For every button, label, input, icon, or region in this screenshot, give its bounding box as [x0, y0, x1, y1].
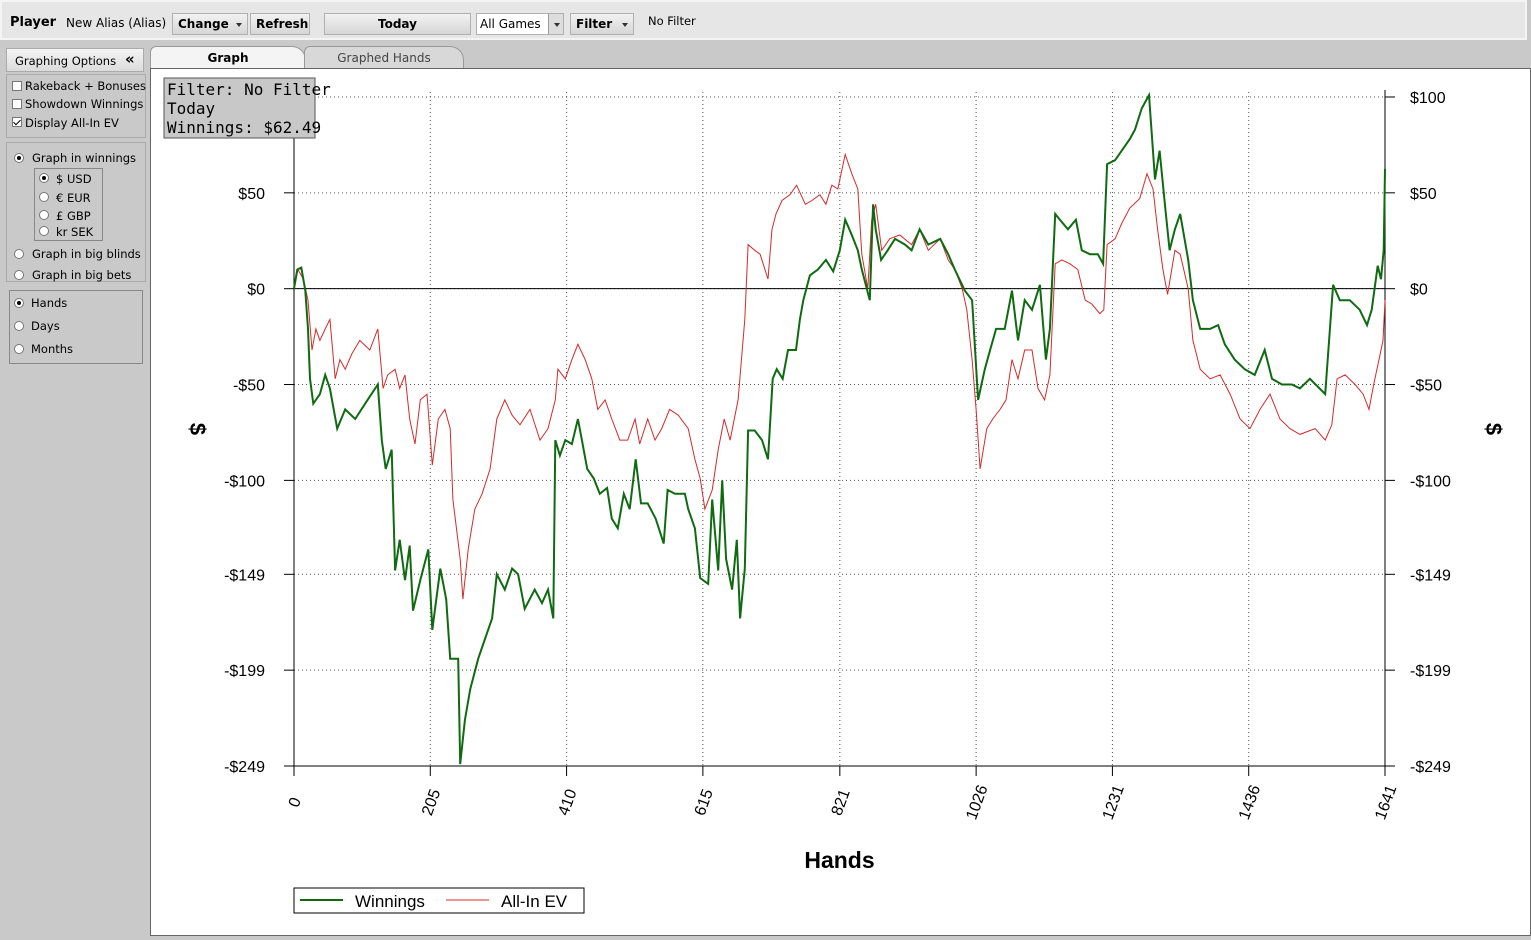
tab[interactable]: Graphed Hands [304, 46, 464, 68]
radio-label: Hands [31, 296, 68, 310]
y-tick-label: -$249 [224, 759, 265, 776]
x-tick-label: 205 [419, 787, 444, 818]
x-tick-label: 1436 [1236, 783, 1264, 822]
options-title: Graphing Options [15, 54, 117, 68]
radio[interactable] [39, 173, 49, 183]
y-tick-label: $50 [238, 186, 265, 203]
x-tick-label: 1641 [1372, 783, 1400, 822]
y2-tick-label: -$199 [1410, 663, 1451, 680]
y-tick-label: -$149 [224, 567, 265, 584]
radio-label: Graph in big bets [32, 268, 132, 282]
series-line [293, 152, 1386, 600]
legend-box [293, 887, 585, 914]
radio[interactable] [14, 344, 24, 354]
x-tick-label: 410 [555, 787, 580, 818]
y2-axis-label: $ [1481, 423, 1506, 435]
radio-label: kr SEK [56, 225, 94, 239]
tab-label: Graph [207, 51, 249, 65]
radio[interactable] [39, 192, 49, 202]
x-axis-label: Hands [804, 847, 874, 873]
y-axis-label: $ [185, 423, 210, 435]
y2-tick-label: $50 [1410, 186, 1437, 203]
filter-status: No Filter [648, 14, 696, 28]
radio[interactable] [14, 249, 24, 259]
radio-label: Graph in winnings [32, 151, 137, 165]
radio[interactable] [14, 321, 24, 331]
refresh-button[interactable]: Refresh [250, 13, 310, 35]
radio[interactable] [39, 226, 49, 236]
x-tick-label: 821 [829, 787, 854, 818]
x-tick-label: 1026 [963, 783, 991, 822]
radio[interactable] [39, 210, 49, 220]
collapse-icon[interactable]: « [125, 50, 135, 68]
change-button[interactable]: Change [172, 13, 248, 35]
toolbar: Player New Alias (Alias) Change Refresh … [0, 0, 1527, 40]
legend-label: All-In EV [501, 892, 568, 911]
radio-label: Days [31, 319, 60, 333]
sidebar: Graphing Options « Rakeback + Bonuses Sh… [4, 46, 148, 936]
radio-label: Graph in big blinds [32, 247, 141, 261]
y-tick-label: -$50 [233, 378, 265, 395]
checkbox-label: Rakeback + Bonuses [25, 79, 146, 93]
tab-label: Graphed Hands [337, 51, 431, 65]
checkbox[interactable] [12, 117, 22, 127]
y2-tick-label: -$149 [1410, 567, 1451, 584]
y2-tick-label: -$100 [1410, 473, 1451, 490]
annotation-box [163, 77, 316, 139]
y2-tick-label: -$249 [1410, 759, 1451, 776]
annotation: Filter: No Filter [167, 80, 331, 99]
tab[interactable]: Graph [150, 46, 306, 68]
legend-label: Winnings [355, 892, 425, 911]
radio-label: £ GBP [56, 209, 91, 223]
x-tick-label: 615 [692, 787, 717, 818]
date-label: Today [378, 17, 417, 31]
alias: New Alias (Alias) [66, 16, 167, 30]
x-tick-label: 1231 [1100, 783, 1128, 822]
radio[interactable] [14, 298, 24, 308]
refresh-label: Refresh [256, 17, 309, 31]
filter-button[interactable]: Filter [570, 13, 634, 35]
y-tick-label: $0 [247, 282, 265, 299]
y-tick-label: -$100 [224, 473, 265, 490]
radio-label: $ USD [56, 172, 92, 186]
filter-label: Filter [576, 17, 613, 31]
y2-tick-label: -$50 [1410, 378, 1442, 395]
radio[interactable] [14, 153, 24, 163]
checkbox[interactable] [12, 99, 22, 109]
series-line [293, 91, 1386, 765]
date-button[interactable]: Today [324, 13, 471, 35]
radio[interactable] [14, 270, 24, 280]
change-label: Change [178, 17, 229, 31]
games-label: All Games [480, 17, 541, 31]
annotation: Today [167, 99, 216, 118]
checkbox-label: Display All-In EV [25, 116, 119, 130]
checkbox-label: Showdown Winnings [25, 97, 144, 111]
chart-panel: $100$50$0-$50-$100-$149-$199-$249$100$50… [150, 68, 1531, 936]
x-tick-label: 0 [286, 795, 305, 809]
options-header[interactable]: Graphing Options « [6, 48, 144, 72]
chart: $100$50$0-$50-$100-$149-$199-$249$100$50… [163, 77, 1506, 914]
player-label: Player [10, 15, 57, 30]
radio-label: € EUR [56, 191, 91, 205]
annotation: Winnings: $62.49 [167, 118, 321, 137]
games-select[interactable]: All Games [476, 13, 564, 35]
y2-tick-label: $0 [1410, 282, 1428, 299]
radio-label: Months [31, 342, 74, 356]
checkbox[interactable] [12, 81, 22, 91]
y2-tick-label: $100 [1410, 90, 1446, 107]
y-tick-label: -$199 [224, 663, 265, 680]
